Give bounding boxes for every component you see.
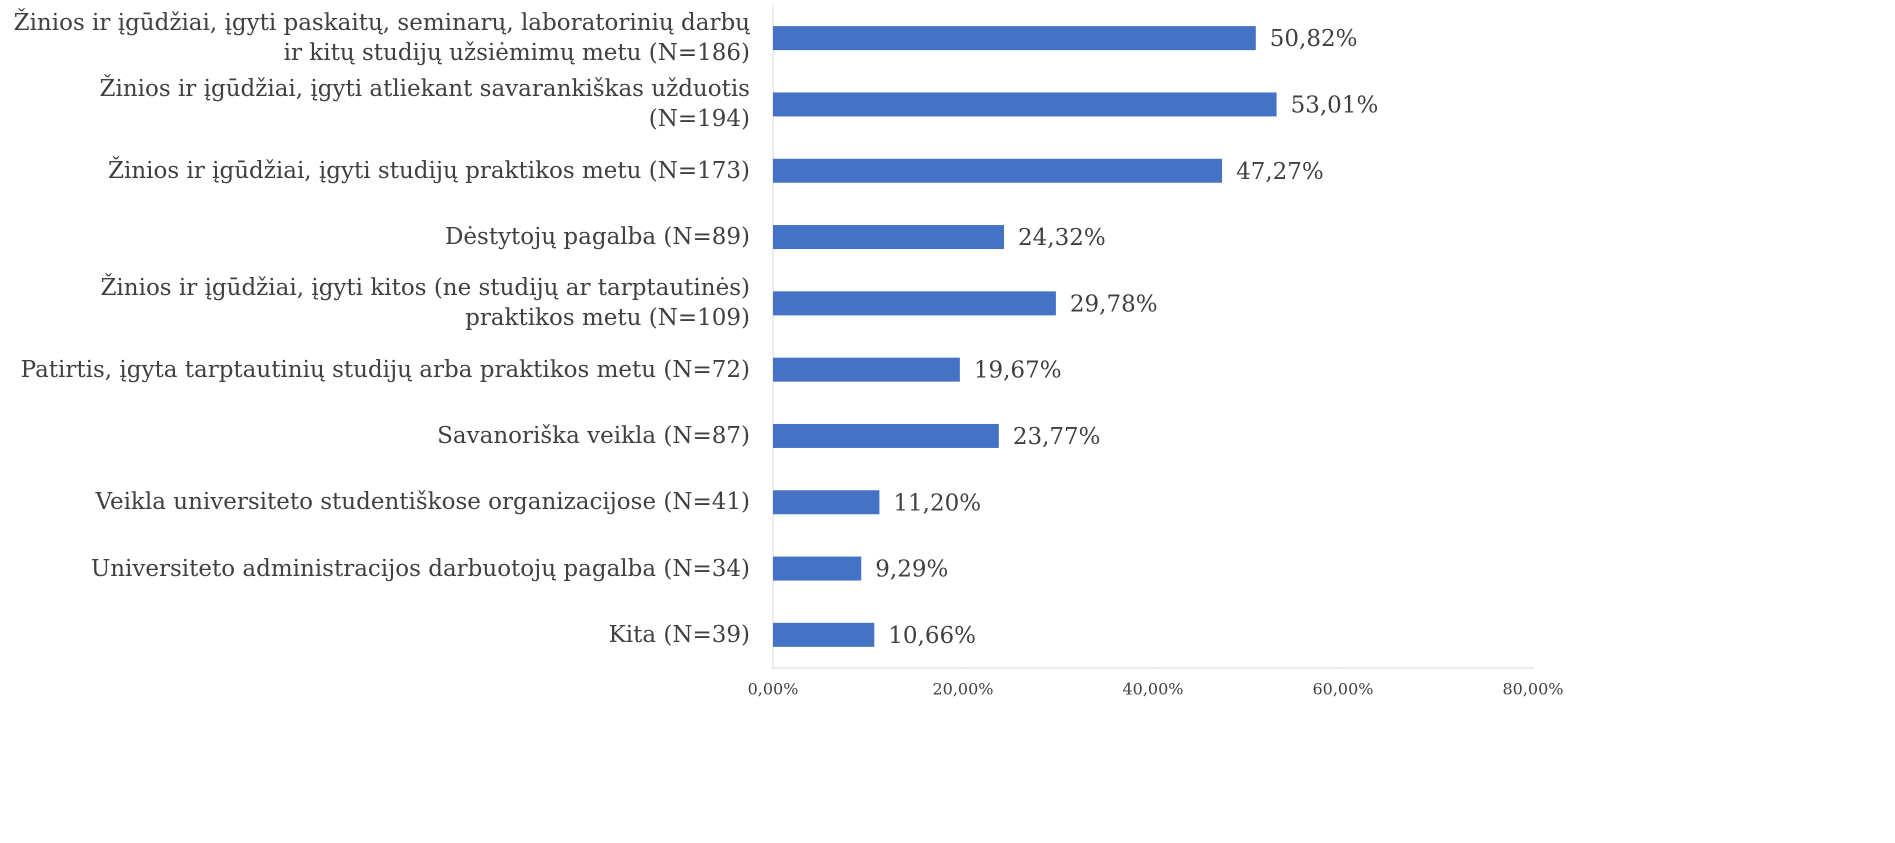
data-label: 29,78% — [1070, 291, 1158, 317]
y-tick-label: Žinios ir įgūdžiai, įgyti paskaitų, semi… — [13, 10, 750, 67]
bar — [773, 291, 1056, 316]
x-tick-label: 80,00% — [1502, 680, 1563, 699]
bar — [773, 490, 880, 515]
bar — [773, 357, 960, 382]
data-label: 9,29% — [875, 557, 948, 583]
y-tick-label: Patirtis, įgyta tarptautinių studijų arb… — [20, 356, 750, 383]
bar — [773, 26, 1256, 51]
bar — [773, 622, 875, 647]
y-tick-label: Veikla universiteto studentiškose organi… — [95, 489, 750, 516]
x-tick-label: 20,00% — [932, 680, 993, 699]
bar — [773, 423, 999, 448]
y-tick-label: Kita (N=39) — [608, 621, 750, 648]
y-tick-label: Savanoriška veikla (N=87) — [437, 422, 750, 449]
y-tick-label: Žinios ir įgūdžiai, įgyti studijų prakti… — [108, 157, 750, 184]
x-tick-label: 0,00% — [748, 680, 799, 699]
bar — [773, 556, 862, 581]
data-label: 24,32% — [1018, 225, 1106, 251]
y-tick-label: Žinios ir įgūdžiai, įgyti kitos (ne stud… — [100, 275, 750, 332]
data-label: 23,77% — [1013, 424, 1101, 450]
x-tick-label: 60,00% — [1312, 680, 1373, 699]
data-label: 19,67% — [974, 358, 1062, 384]
data-label: 50,82% — [1270, 26, 1358, 52]
data-label: 47,27% — [1236, 159, 1324, 185]
bar — [773, 225, 1005, 250]
y-tick-label: Universiteto administracijos darbuotojų … — [90, 555, 750, 582]
x-tick-label: 40,00% — [1122, 680, 1183, 699]
y-tick-label: Žinios ir įgūdžiai, įgyti atliekant sava… — [99, 76, 750, 133]
bar — [773, 92, 1277, 117]
data-label: 53,01% — [1291, 92, 1379, 118]
data-label: 10,66% — [888, 623, 976, 649]
data-label: 11,20% — [893, 490, 981, 516]
bar — [773, 158, 1223, 183]
y-tick-label: Dėstytojų pagalba (N=89) — [444, 224, 750, 251]
